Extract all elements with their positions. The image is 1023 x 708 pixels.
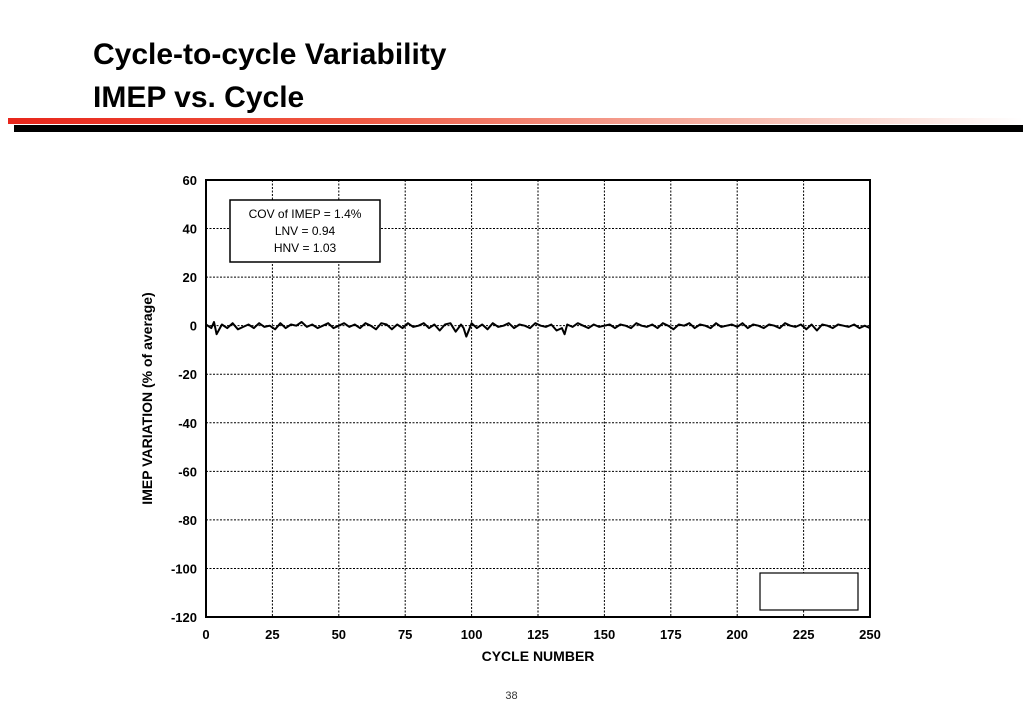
annotation-text: COV of IMEP = 1.4% LNV = 0.94 HNV = 1.03 xyxy=(249,207,362,255)
y-tick-label: 60 xyxy=(183,173,197,188)
x-tick-label: 100 xyxy=(461,627,483,642)
y-axis-label: IMEP VARIATION (% of average) xyxy=(139,292,155,504)
y-tick-label: 20 xyxy=(183,270,197,285)
x-tick-label: 125 xyxy=(527,627,549,642)
x-tick-label: 150 xyxy=(594,627,616,642)
x-tick-label: 225 xyxy=(793,627,815,642)
x-tick-label: 75 xyxy=(398,627,412,642)
x-axis-label: CYCLE NUMBER xyxy=(482,648,595,664)
y-tick-label: -100 xyxy=(171,561,197,576)
y-tick-label: -20 xyxy=(178,367,197,382)
imep-series-line xyxy=(205,321,871,338)
x-tick-label: 0 xyxy=(202,627,209,642)
y-tick-labels: 60 40 20 0 -20 -40 -60 -80 -100 -120 xyxy=(171,173,197,625)
title-rule-black xyxy=(14,125,1023,132)
y-tick-label: -80 xyxy=(178,513,197,528)
y-tick-label: 40 xyxy=(183,222,197,237)
annotation-box xyxy=(229,199,381,263)
x-tick-label: 250 xyxy=(859,627,881,642)
empty-inset-box xyxy=(759,572,859,611)
slide-title: Cycle-to-cycle Variability IMEP vs. Cycl… xyxy=(93,33,447,119)
annotation-line: HNV = 1.03 xyxy=(274,241,337,255)
y-tick-label: -120 xyxy=(171,610,197,625)
y-tick-label: -60 xyxy=(178,464,197,479)
x-tick-labels: 0 25 50 75 100 125 150 175 200 225 250 xyxy=(202,627,880,642)
plot-frame xyxy=(205,179,871,618)
slide-title-line1: Cycle-to-cycle Variability xyxy=(93,38,447,71)
slide-title-line2: IMEP vs. Cycle xyxy=(93,81,305,114)
page-number: 38 xyxy=(505,690,518,702)
x-tick-label: 200 xyxy=(726,627,748,642)
x-tick-label: 50 xyxy=(332,627,346,642)
x-tick-label: 175 xyxy=(660,627,682,642)
y-tick-label: -40 xyxy=(178,416,197,431)
title-rule-red xyxy=(8,118,1023,124)
x-tick-label: 25 xyxy=(265,627,279,642)
annotation-line: LNV = 0.94 xyxy=(275,224,336,238)
y-tick-label: 0 xyxy=(190,319,197,334)
annotation-line: COV of IMEP = 1.4% xyxy=(249,207,362,221)
